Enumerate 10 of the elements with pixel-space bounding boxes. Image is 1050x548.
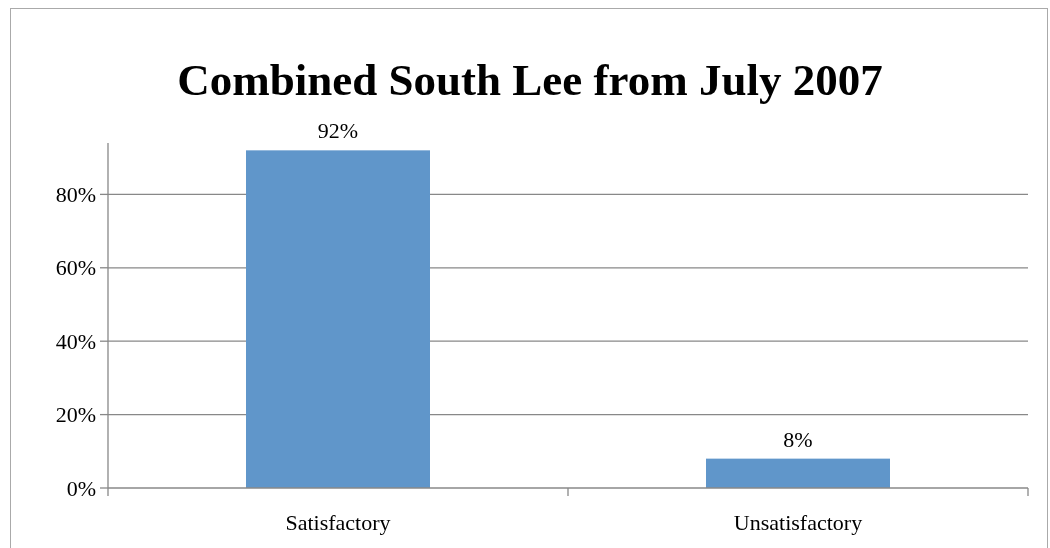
y-tick-label: 40% bbox=[55, 328, 96, 354]
y-tick-label: 0% bbox=[66, 475, 96, 501]
chart-title: Combined South Lee from July 2007 bbox=[177, 55, 883, 105]
y-tick-label: 80% bbox=[55, 182, 96, 208]
x-tick-label: Satisfactory bbox=[285, 510, 391, 535]
y-tick-label: 60% bbox=[55, 255, 96, 281]
data-label: 92% bbox=[317, 118, 359, 144]
data-label: 8% bbox=[783, 426, 813, 452]
y-tick-label: 20% bbox=[55, 402, 96, 428]
x-tick-label: Unsatisfactory bbox=[733, 510, 863, 535]
